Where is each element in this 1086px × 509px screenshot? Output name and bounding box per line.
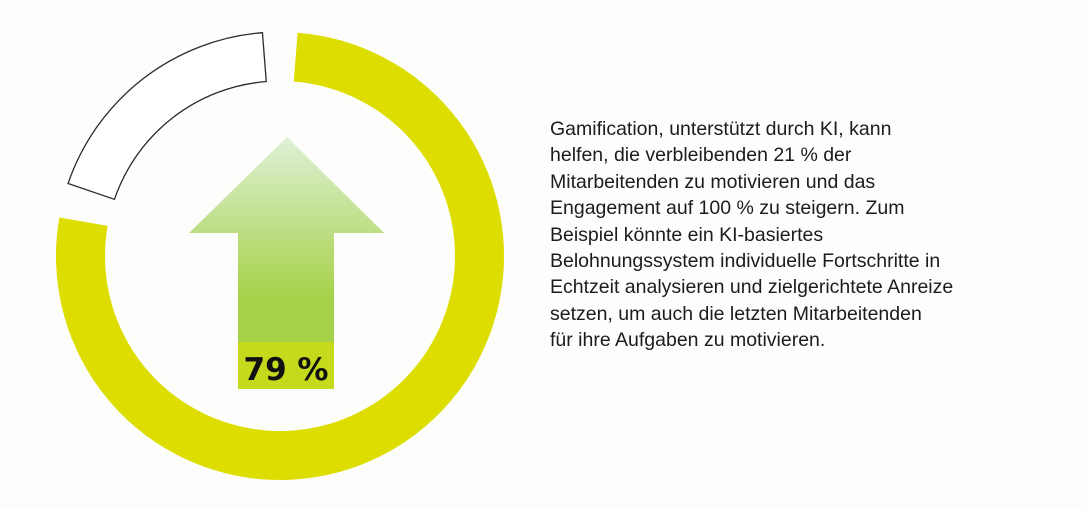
donut-segment-21 — [67, 31, 267, 201]
arrow-base-block — [238, 340, 334, 389]
description-line: setzen, um auch die letzten Mitarbeitend… — [550, 302, 922, 325]
description-line: für ihre Aufgaben zu motivieren. — [550, 329, 826, 352]
description-line: Engagement auf 100 % zu steigern. Zum — [550, 197, 905, 220]
description-line: helfen, die verbleibenden 21 % der — [550, 144, 852, 167]
description-line: Gamification, unterstützt durch KI, kann — [550, 118, 892, 140]
description-text: Gamification, unterstützt durch KI, kann… — [550, 116, 1050, 354]
donut-chart: 79 % — [55, 31, 505, 480]
up-arrow-icon — [189, 137, 384, 342]
description-line: Mitarbeitenden zu motivieren und das — [550, 170, 876, 193]
description-line: Echtzeit analysieren und zielgerichtete … — [550, 276, 954, 299]
percentage-label: 79 % — [244, 352, 329, 388]
description-line: Belohnungssystem individuelle Fortschrit… — [550, 250, 941, 273]
description-line: Beispiel könnte ein KI-basiertes — [550, 223, 824, 246]
